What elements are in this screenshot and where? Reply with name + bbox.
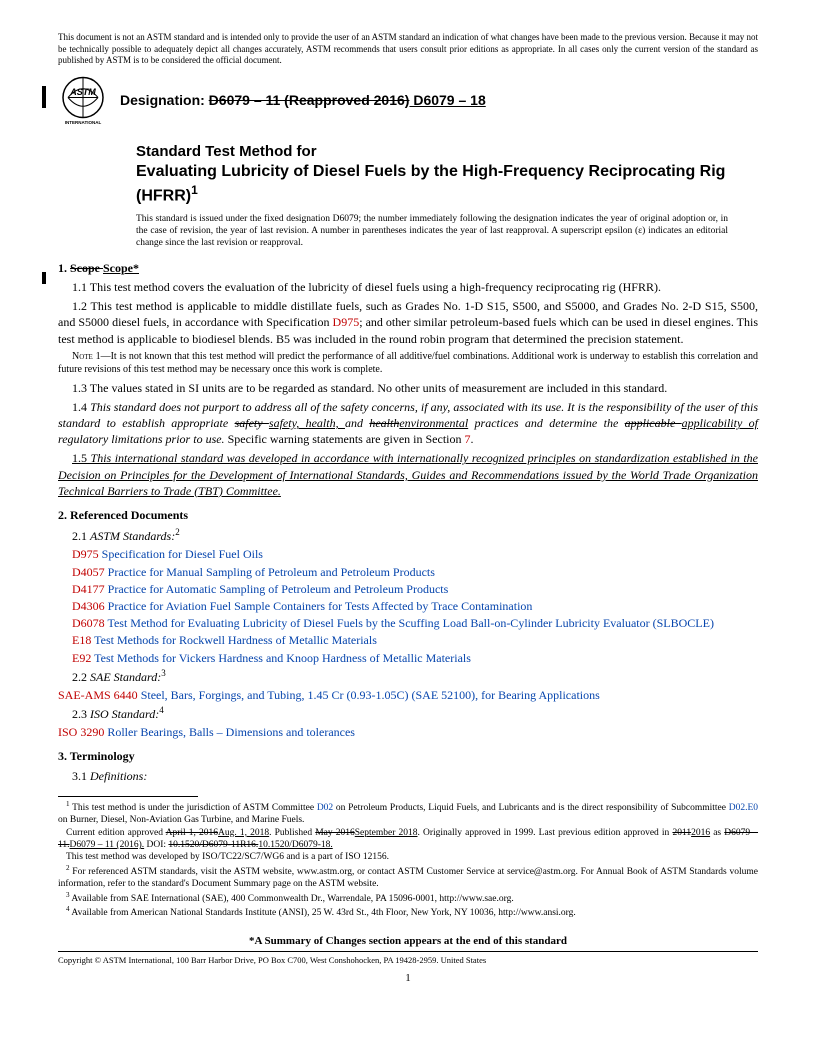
section-1-head: 1. Scope Scope* [58,260,758,276]
designation-old: D6079 – 11 (Reapproved 2016) [209,92,410,108]
ref-code[interactable]: D4057 [72,565,105,579]
ref-code[interactable]: ISO 3290 [58,725,104,739]
ref-title[interactable]: Test Method for Evaluating Lubricity of … [105,616,714,630]
ref-code[interactable]: D4177 [72,582,105,596]
ref-iso: ISO 3290 Roller Bearings, Balls – Dimens… [58,724,758,740]
ref-code[interactable]: SAE-AMS 6440 [58,688,138,702]
title-prefix: Standard Test Method for [136,143,758,162]
header-row: ASTM INTERNATIONAL Designation: D6079 – … [58,75,758,125]
footnote-3: 3 Available from SAE International (SAE)… [58,891,758,906]
ref-title[interactable]: Roller Bearings, Balls – Dimensions and … [104,725,355,739]
ref-title[interactable]: Test Methods for Rockwell Hardness of Me… [91,633,377,647]
disclaimer-text: This document is not an ASTM standard an… [58,32,758,67]
ref-title[interactable]: Practice for Manual Sampling of Petroleu… [105,565,435,579]
change-bar [42,86,46,108]
designation-new: D6079 – 18 [409,92,485,108]
para-1-1: 1.1 This test method covers the evaluati… [58,279,758,295]
title-block: Standard Test Method for Evaluating Lubr… [136,143,758,207]
ref-astm-item: D4057 Practice for Manual Sampling of Pe… [58,564,758,580]
designation-label: Designation: [120,92,209,108]
footnote-4: 4 Available from American National Stand… [58,905,758,920]
para-1-4: 1.4 This standard does not purport to ad… [58,399,758,448]
ref-title[interactable]: Practice for Aviation Fuel Sample Contai… [105,599,533,613]
ref-astm-item: D6078 Test Method for Evaluating Lubrici… [58,615,758,631]
page-number: 1 [58,971,758,986]
note-1: Note 1—It is not known that this test me… [58,350,758,377]
ref-code[interactable]: E18 [72,633,91,647]
ref-astm-item: D4306 Practice for Aviation Fuel Sample … [58,598,758,614]
designation: Designation: D6079 – 11 (Reapproved 2016… [120,91,486,110]
svg-text:INTERNATIONAL: INTERNATIONAL [65,120,102,125]
subsection-3-1: 3.1 Definitions: [58,768,758,784]
ref-astm-item: D4177 Practice for Automatic Sampling of… [58,581,758,597]
subsection-2-2: 2.2 SAE Standard:3 [58,667,758,685]
ref-astm-item: E18 Test Methods for Rockwell Hardness o… [58,632,758,648]
ref-code[interactable]: D975 [72,547,99,561]
ref-title[interactable]: Test Methods for Vickers Hardness and Kn… [91,651,471,665]
ref-code[interactable]: D6078 [72,616,105,630]
footnote-1b: Current edition approved April 1, 2016Au… [58,827,758,852]
issuance-note: This standard is issued under the fixed … [136,213,758,250]
change-bar [42,272,46,284]
summary-of-changes-note: *A Summary of Changes section appears at… [58,934,758,949]
title-footnote-ref: 1 [191,183,198,197]
section-3-head: 3. Terminology [58,748,758,764]
subsection-2-3: 2.3 ISO Standard:4 [58,704,758,722]
ref-code[interactable]: D4306 [72,599,105,613]
ref-astm-item: E92 Test Methods for Vickers Hardness an… [58,650,758,666]
footnote-rule [58,796,198,797]
subsection-2-1: 2.1 ASTM Standards:2 [58,526,758,544]
ref-code[interactable]: E92 [72,651,91,665]
svg-text:ASTM: ASTM [69,87,96,97]
footnote-1: 1 This test method is under the jurisdic… [58,800,758,827]
link-d02[interactable]: D02 [317,803,333,813]
para-1-3: 1.3 The values stated in SI units are to… [58,380,758,396]
ref-title[interactable]: Practice for Automatic Sampling of Petro… [105,582,449,596]
footnote-1c: This test method was developed by ISO/TC… [58,851,758,863]
section-2-head: 2. Referenced Documents [58,507,758,523]
ref-astm-item: D975 Specification for Diesel Fuel Oils [58,546,758,562]
para-1-5: 1.5 This international standard was deve… [58,450,758,499]
link-d975[interactable]: D975 [333,315,360,329]
ref-title[interactable]: Specification for Diesel Fuel Oils [99,547,263,561]
ref-sae: SAE-AMS 6440 Steel, Bars, Forgings, and … [58,687,758,703]
footnote-2: 2 For referenced ASTM standards, visit t… [58,864,758,891]
para-1-2: 1.2 This test method is applicable to mi… [58,298,758,347]
copyright-line: Copyright © ASTM International, 100 Barr… [58,951,758,966]
link-d02e0[interactable]: D02.E0 [729,803,758,813]
astm-logo: ASTM INTERNATIONAL [58,75,108,125]
title-main: Evaluating Lubricity of Diesel Fuels by … [136,162,758,207]
ref-title[interactable]: Steel, Bars, Forgings, and Tubing, 1.45 … [138,688,600,702]
